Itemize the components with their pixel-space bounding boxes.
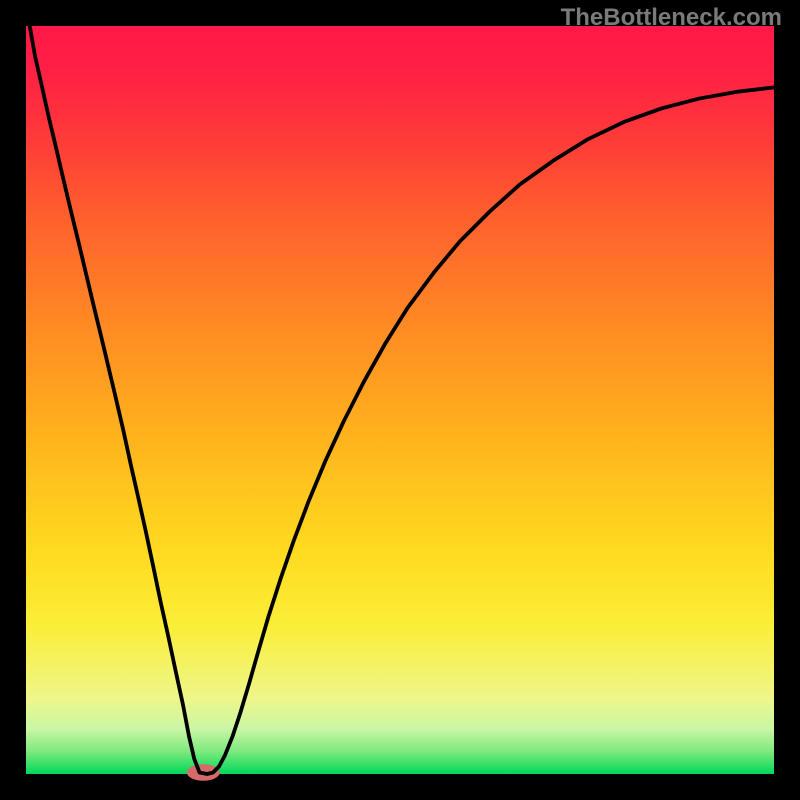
- chart-container: TheBottleneck.com: [0, 0, 800, 800]
- plot-area: [26, 26, 774, 774]
- bottleneck-chart: [0, 0, 800, 800]
- watermark-text: TheBottleneck.com: [561, 4, 782, 32]
